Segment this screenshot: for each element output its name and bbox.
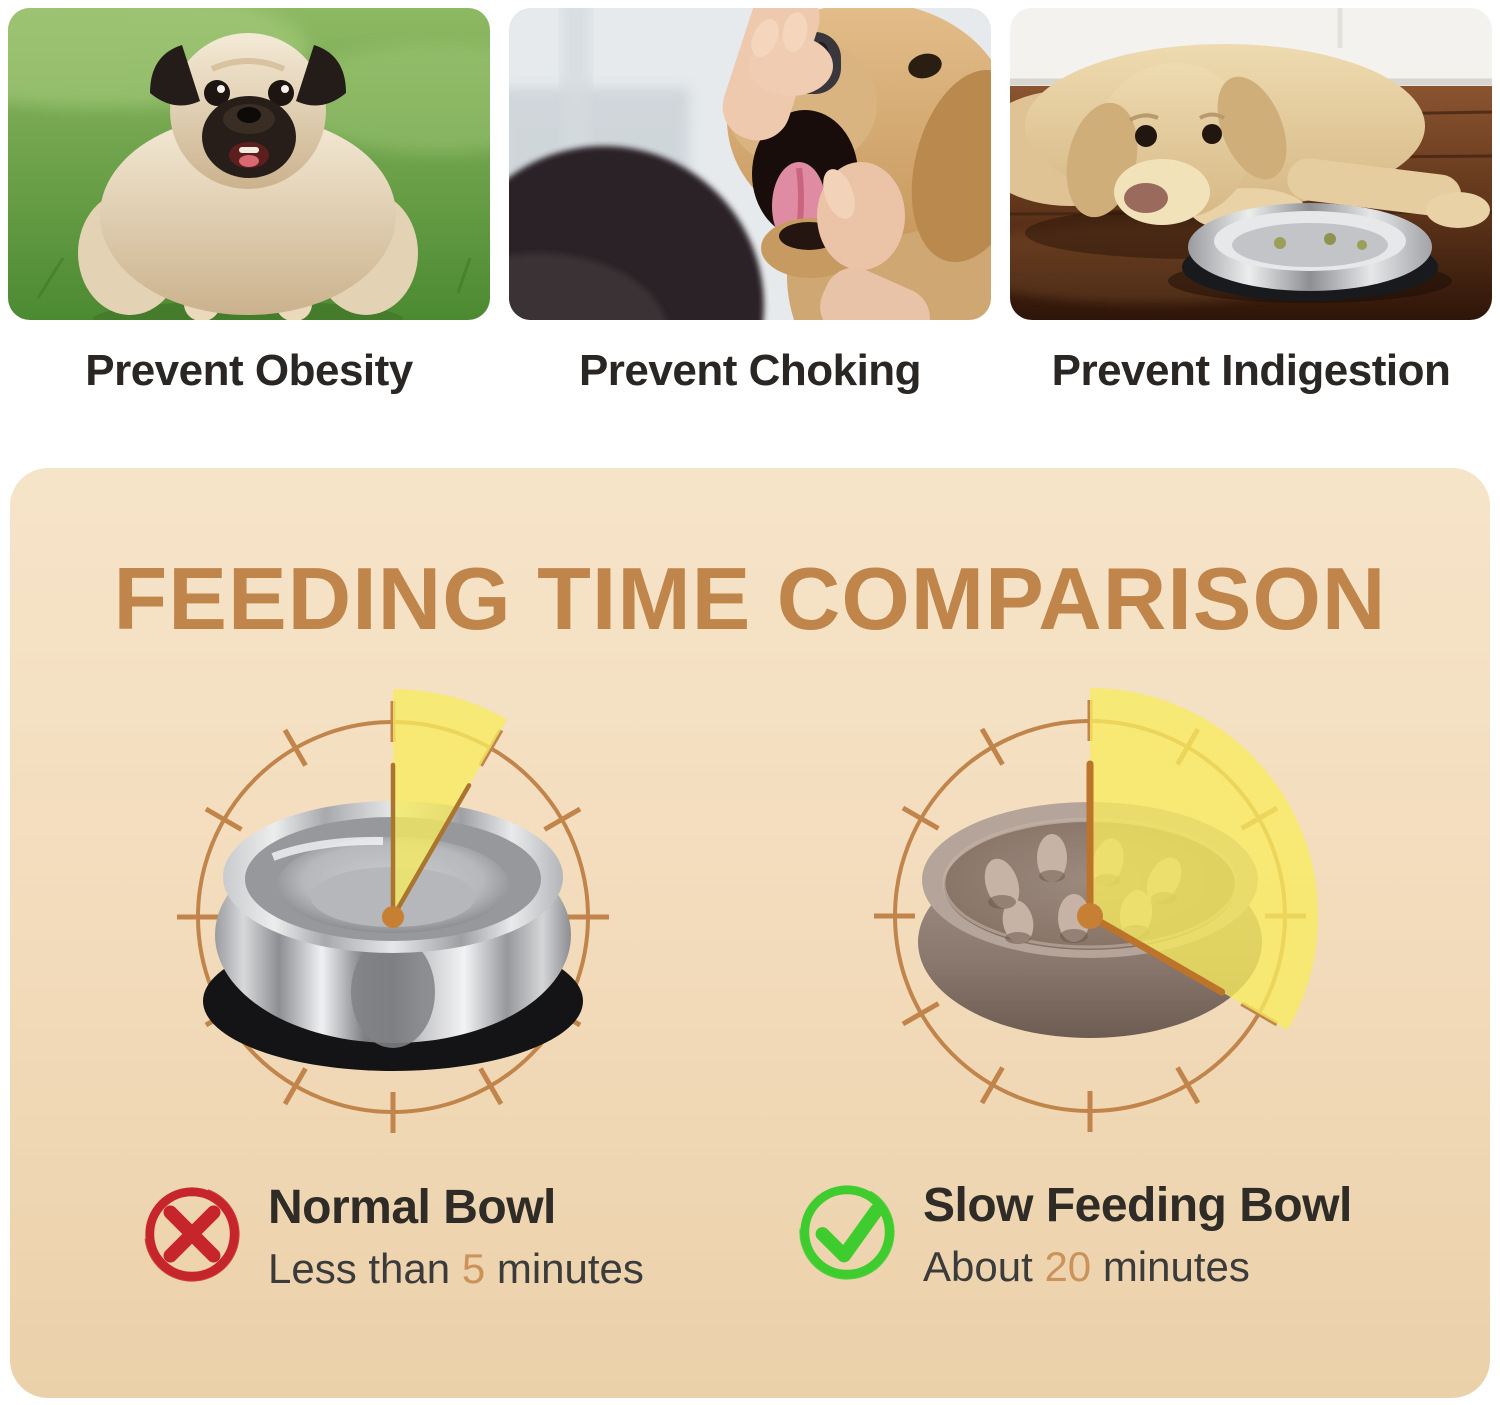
cross-icon [144,1186,240,1282]
normal-bowl-clock [177,689,609,1133]
clock-pivot-dot [382,906,404,928]
slow-bowl-label: Slow Feeding Bowl [923,1179,1352,1232]
benefit-caption-indigestion: Prevent Indigestion [1051,346,1451,395]
benefit-caption-choking: Prevent Choking [578,346,922,395]
check-icon [799,1184,895,1280]
hands-illustration [722,8,930,320]
highlight-wedge-5min [393,689,507,917]
benefit-card-indigestion: Prevent Indigestion [1010,8,1492,396]
minutes-value: 20 [1044,1243,1092,1290]
obese-pug-photo [8,8,490,320]
benefit-card-choking: Prevent Choking [509,8,991,396]
steel-bowl-small-illustration [1168,203,1452,303]
labrador-illustration [1010,44,1490,259]
pug-illustration [78,33,418,320]
comparison-title: FEEDING TIME COMPARISON [113,549,1387,648]
benefits-section: Prevent Obesity [0,0,1500,396]
comparison-panel: FEEDING TIME COMPARISON [10,468,1490,1398]
highlight-wedge-20min [1090,688,1319,1030]
choking-check-photo [509,8,991,320]
normal-bowl-label: Normal Bowl [268,1181,556,1234]
slow-bowl-result: Slow Feeding Bowl About 20 minutes [793,1178,1352,1291]
slow-bowl-clock [874,688,1319,1132]
benefit-caption-obesity: Prevent Obesity [85,346,413,395]
clock-pivot-dot [1077,903,1103,929]
normal-bowl-result: Normal Bowl Less than 5 minutes [138,1180,644,1293]
benefit-card-obesity: Prevent Obesity [8,8,490,396]
normal-bowl-time: Less than 5 minutes [268,1245,644,1292]
slow-bowl-time: About 20 minutes [923,1243,1250,1290]
clock-hand-minutes [390,783,472,920]
clock-hand-minutes [1086,912,1226,996]
minutes-value: 5 [461,1245,486,1292]
dog-indigestion-photo [1010,8,1492,320]
